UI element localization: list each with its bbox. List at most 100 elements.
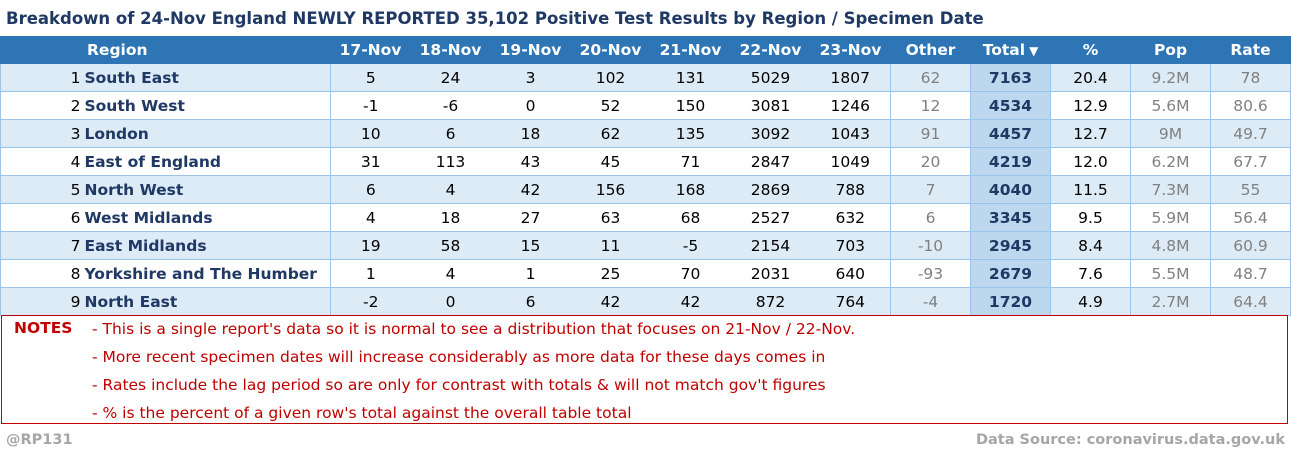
cell-17-nov: 5 bbox=[330, 63, 411, 92]
cell-22-nov: 872 bbox=[730, 287, 811, 316]
cell-23-nov: 764 bbox=[810, 287, 891, 316]
cell-21-nov: 70 bbox=[650, 259, 731, 288]
header-19-nov[interactable]: 19-Nov bbox=[490, 36, 571, 64]
table-row: 3 London 10 6 18 62 135 3092 1043 91 4457 12.7 9M 49.… bbox=[0, 119, 1291, 148]
cell-rate: 78 bbox=[1210, 63, 1291, 92]
cell-pop: 7.3M bbox=[1130, 175, 1211, 204]
header-pop[interactable]: Pop bbox=[1130, 36, 1211, 64]
cell-19-nov: 42 bbox=[490, 175, 571, 204]
cell-17-nov: 1 bbox=[330, 259, 411, 288]
cell-pop: 5.5M bbox=[1130, 259, 1211, 288]
cell-total: 7163 bbox=[970, 63, 1051, 92]
header-23-nov[interactable]: 23-Nov bbox=[810, 36, 891, 64]
row-region: North West bbox=[82, 175, 331, 204]
header-17-nov[interactable]: 17-Nov bbox=[330, 36, 411, 64]
cell-21-nov: 68 bbox=[650, 203, 731, 232]
row-region: London bbox=[82, 119, 331, 148]
cell-22-nov: 3081 bbox=[730, 91, 811, 120]
cell-22-nov: 2154 bbox=[730, 231, 811, 260]
row-rank: 2 bbox=[0, 91, 83, 120]
cell-22-nov: 3092 bbox=[730, 119, 811, 148]
row-rank: 8 bbox=[0, 259, 83, 288]
cell-percent: 12.9 bbox=[1050, 91, 1131, 120]
sort-descending-icon[interactable]: ▼ bbox=[1029, 44, 1039, 58]
cell-22-nov: 2847 bbox=[730, 147, 811, 176]
header-20-nov[interactable]: 20-Nov bbox=[570, 36, 651, 64]
row-region: West Midlands bbox=[82, 203, 331, 232]
note-item: - Rates include the lag period so are on… bbox=[92, 376, 826, 394]
cell-total: 4219 bbox=[970, 147, 1051, 176]
row-region: South West bbox=[82, 91, 331, 120]
cell-percent: 12.7 bbox=[1050, 119, 1131, 148]
author-handle: @RP131 bbox=[6, 432, 73, 448]
cell-17-nov: -1 bbox=[330, 91, 411, 120]
note-item: - % is the percent of a given row's tota… bbox=[92, 404, 632, 422]
header-total[interactable]: Total ▼ bbox=[970, 36, 1051, 64]
row-rank: 7 bbox=[0, 231, 83, 260]
row-region: East Midlands bbox=[82, 231, 331, 260]
cell-23-nov: 1807 bbox=[810, 63, 891, 92]
cell-pop: 4.8M bbox=[1130, 231, 1211, 260]
table-row: 1 South East 5 24 3 102 131 5029 1807 62 7163 20.4 9… bbox=[0, 63, 1291, 92]
cell-other: -4 bbox=[890, 287, 971, 316]
cell-20-nov: 156 bbox=[570, 175, 651, 204]
cell-22-nov: 5029 bbox=[730, 63, 811, 92]
cell-19-nov: 3 bbox=[490, 63, 571, 92]
cell-19-nov: 1 bbox=[490, 259, 571, 288]
cell-percent: 4.9 bbox=[1050, 287, 1131, 316]
cell-19-nov: 6 bbox=[490, 287, 571, 316]
header-22-nov[interactable]: 22-Nov bbox=[730, 36, 811, 64]
row-region: East of England bbox=[82, 147, 331, 176]
cell-rate: 80.6 bbox=[1210, 91, 1291, 120]
header-row: Region 17-Nov 18-Nov 19-Nov 20-Nov 21-No… bbox=[0, 36, 1291, 64]
cell-21-nov: 168 bbox=[650, 175, 731, 204]
cell-21-nov: 71 bbox=[650, 147, 731, 176]
header-18-nov[interactable]: 18-Nov bbox=[410, 36, 491, 64]
cell-18-nov: 18 bbox=[410, 203, 491, 232]
header-other[interactable]: Other bbox=[890, 36, 971, 64]
cell-23-nov: 640 bbox=[810, 259, 891, 288]
cell-percent: 8.4 bbox=[1050, 231, 1131, 260]
cell-18-nov: 6 bbox=[410, 119, 491, 148]
cell-23-nov: 1049 bbox=[810, 147, 891, 176]
cell-rate: 48.7 bbox=[1210, 259, 1291, 288]
cell-rate: 56.4 bbox=[1210, 203, 1291, 232]
cell-19-nov: 18 bbox=[490, 119, 571, 148]
cell-rate: 55 bbox=[1210, 175, 1291, 204]
cell-other: -10 bbox=[890, 231, 971, 260]
page-title: Breakdown of 24-Nov England NEWLY REPORT… bbox=[6, 9, 984, 28]
cell-20-nov: 45 bbox=[570, 147, 651, 176]
cell-19-nov: 43 bbox=[490, 147, 571, 176]
cell-20-nov: 63 bbox=[570, 203, 651, 232]
cell-21-nov: 135 bbox=[650, 119, 731, 148]
cell-pop: 9M bbox=[1130, 119, 1211, 148]
cell-23-nov: 703 bbox=[810, 231, 891, 260]
cell-18-nov: 24 bbox=[410, 63, 491, 92]
cell-total: 2679 bbox=[970, 259, 1051, 288]
notes-list: - This is a single report's data so it i… bbox=[92, 319, 855, 431]
cell-23-nov: 632 bbox=[810, 203, 891, 232]
cell-total: 3345 bbox=[970, 203, 1051, 232]
row-rank: 6 bbox=[0, 203, 83, 232]
header-percent[interactable]: % bbox=[1050, 36, 1131, 64]
cell-other: 20 bbox=[890, 147, 971, 176]
header-rate[interactable]: Rate bbox=[1210, 36, 1291, 64]
cell-21-nov: 42 bbox=[650, 287, 731, 316]
cell-18-nov: 113 bbox=[410, 147, 491, 176]
cell-17-nov: 4 bbox=[330, 203, 411, 232]
cell-total: 2945 bbox=[970, 231, 1051, 260]
cell-pop: 5.6M bbox=[1130, 91, 1211, 120]
cell-other: 7 bbox=[890, 175, 971, 204]
cell-pop: 6.2M bbox=[1130, 147, 1211, 176]
header-region[interactable]: Region bbox=[82, 36, 331, 64]
notes-label: NOTES bbox=[14, 319, 73, 337]
table-row: 4 East of England 31 113 43 45 71 2847 1049 20 421… bbox=[0, 147, 1291, 176]
table-row: 5 North West 6 4 42 156 168 2869 788 7 4040 11.5 7.3… bbox=[0, 175, 1291, 204]
header-21-nov[interactable]: 21-Nov bbox=[650, 36, 731, 64]
cell-total: 4457 bbox=[970, 119, 1051, 148]
cell-18-nov: 4 bbox=[410, 259, 491, 288]
cell-other: 6 bbox=[890, 203, 971, 232]
row-rank: 5 bbox=[0, 175, 83, 204]
cell-other: 12 bbox=[890, 91, 971, 120]
